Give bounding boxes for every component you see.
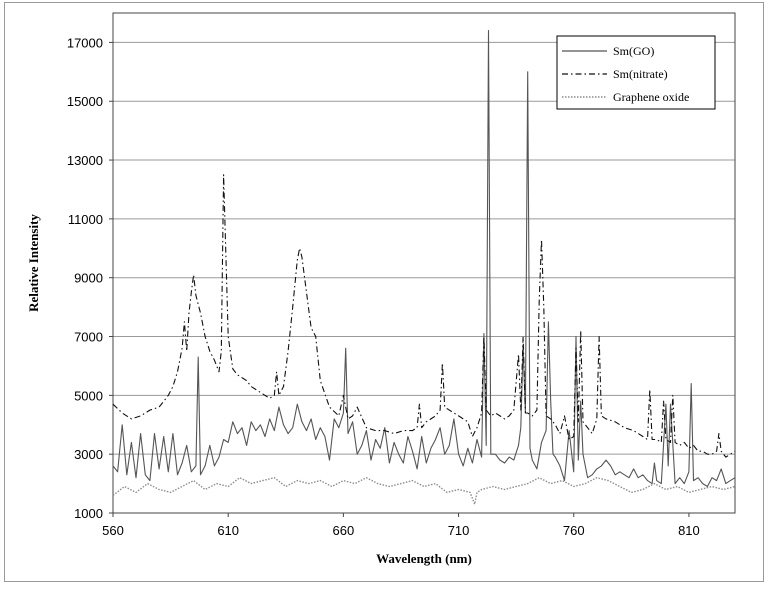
gridlines [113,41,735,455]
legend-label-graphene-oxide: Graphene oxide [613,90,689,104]
x-tick-label: 610 [217,523,239,538]
y-tick-label: 5000 [74,388,103,403]
x-axis-title: Wavelength (nm) [376,551,472,566]
series-sm-nitrate [112,174,736,458]
y-tick-label: 3000 [74,447,103,462]
x-tick-label: 560 [102,523,124,538]
x-tick-label: 660 [333,523,355,538]
series-layer [112,30,736,505]
legend: Sm(GO) Sm(nitrate) Graphene oxide [556,35,716,110]
series-graphene-oxide [112,477,736,505]
x-tick-label: 760 [563,523,585,538]
y-tick-label: 11000 [68,212,103,227]
y-tick-labels: 1000 3000 5000 7000 9000 11000 13000 15000 17000 [67,35,113,521]
y-tick-label: 7000 [74,330,103,345]
y-tick-label: 9000 [74,271,103,286]
chart-frame: 560 610 660 710 760 810 1000 3000 5000 7000 9000 1… [4,2,764,582]
x-tick-label: 810 [678,523,700,538]
y-tick-label: 17000 [67,35,103,50]
y-tick-label: 13000 [67,153,103,168]
legend-label-sm-nitrate: Sm(nitrate) [613,67,668,81]
x-tick-labels: 560 610 660 710 760 810 [102,513,700,538]
legend-label-sm-go: Sm(GO) [613,44,654,58]
y-axis-title: Relative Intensity [26,214,41,312]
x-tick-label: 710 [448,523,470,538]
plot-area [112,12,736,514]
chart-svg: 560 610 660 710 760 810 100030005000700090001… [26,12,736,566]
series-sm-go [112,30,736,488]
y-tick-label: 15000 [67,94,103,109]
y-tick-label: 1000 [74,506,103,521]
